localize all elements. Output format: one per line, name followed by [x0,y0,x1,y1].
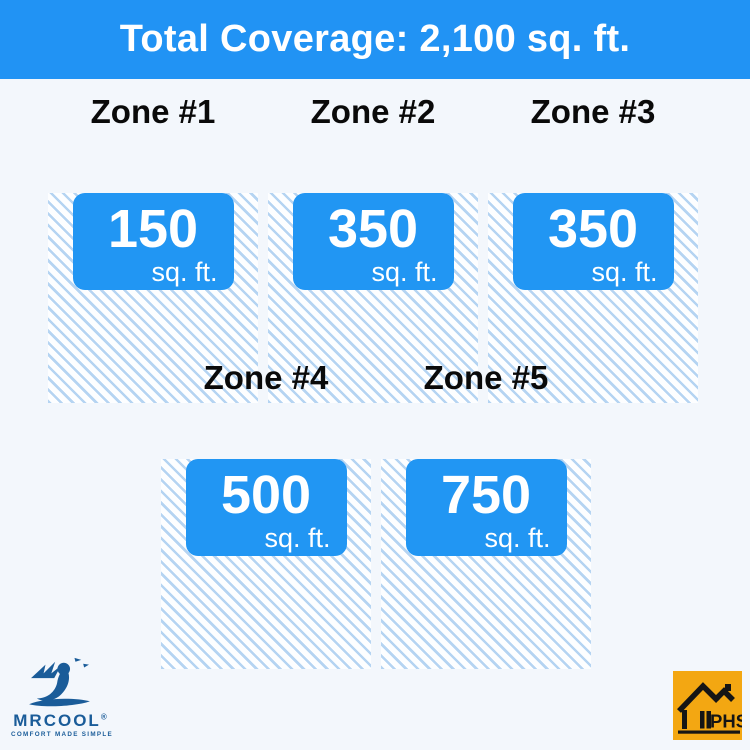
zone-4-hatch-area: 500 sq. ft. [161,459,371,669]
zone-2-coverage-card: 350 sq. ft. [292,193,454,290]
zone-1-block: Zone #1 150 sq. ft. [48,79,258,403]
zone-2-sqft-value: 350 [327,199,419,259]
phs-logo: PHS [673,671,748,740]
zone-4-label: Zone #4 [203,358,329,396]
zone-3-sqft-unit: sq. ft. [591,257,658,287]
penguin-logo-icon [29,657,90,707]
zone-1-sqft-value: 150 [107,199,199,259]
zone-5-hatch-area: 750 sq. ft. [381,459,591,669]
zone-5-label: Zone #5 [423,358,549,396]
zone-3-block: Zone #3 350 sq. ft. [488,79,698,403]
zone-4-block: Zone #4 500 sq. ft. [161,345,371,669]
zone-1-hatch-area: 150 sq. ft. [48,193,258,403]
zone-3-label: Zone #3 [530,92,656,130]
zone-1-coverage-card: 150 sq. ft. [72,193,234,290]
zone-3-hatch-area: 350 sq. ft. [488,193,698,403]
registered-trademark-symbol: ® [100,712,107,722]
zone-4-sqft-value: 500 [220,465,312,525]
zone-1-label: Zone #1 [90,92,216,130]
zone-1-sqft-unit: sq. ft. [151,257,218,287]
zone-2-sqft-unit: sq. ft. [371,257,438,287]
zone-5-sqft-value: 750 [440,465,532,525]
zone-3-sqft-value: 350 [547,199,639,259]
zone-2-block: Zone #2 350 sq. ft. [268,79,478,403]
zone-5-block: Zone #5 750 sq. ft. [381,345,591,669]
zone-5-sqft-unit: sq. ft. [484,523,551,553]
page-title: Total Coverage: 2,100 sq. ft. [119,18,631,60]
mrcool-tagline: COMFORT MADE SIMPLE [11,731,114,738]
zone-5-coverage-card: 750 sq. ft. [405,459,567,556]
mrcool-name-text: MRCOOL [13,711,101,730]
zone-4-sqft-unit: sq. ft. [264,523,331,553]
house-roof-logo-icon: PHS [677,682,748,734]
zone-4-coverage-card: 500 sq. ft. [185,459,347,556]
header-banner: Total Coverage: 2,100 sq. ft. [0,0,750,79]
zone-2-hatch-area: 350 sq. ft. [268,193,478,403]
mrcool-wordmark: MRCOOL® [11,712,109,729]
zone-2-label: Zone #2 [310,92,436,130]
phs-wordmark: PHS [710,711,742,732]
mrcool-logo: MRCOOL® COMFORT MADE SIMPLE [11,655,114,738]
zone-3-coverage-card: 350 sq. ft. [512,193,674,290]
